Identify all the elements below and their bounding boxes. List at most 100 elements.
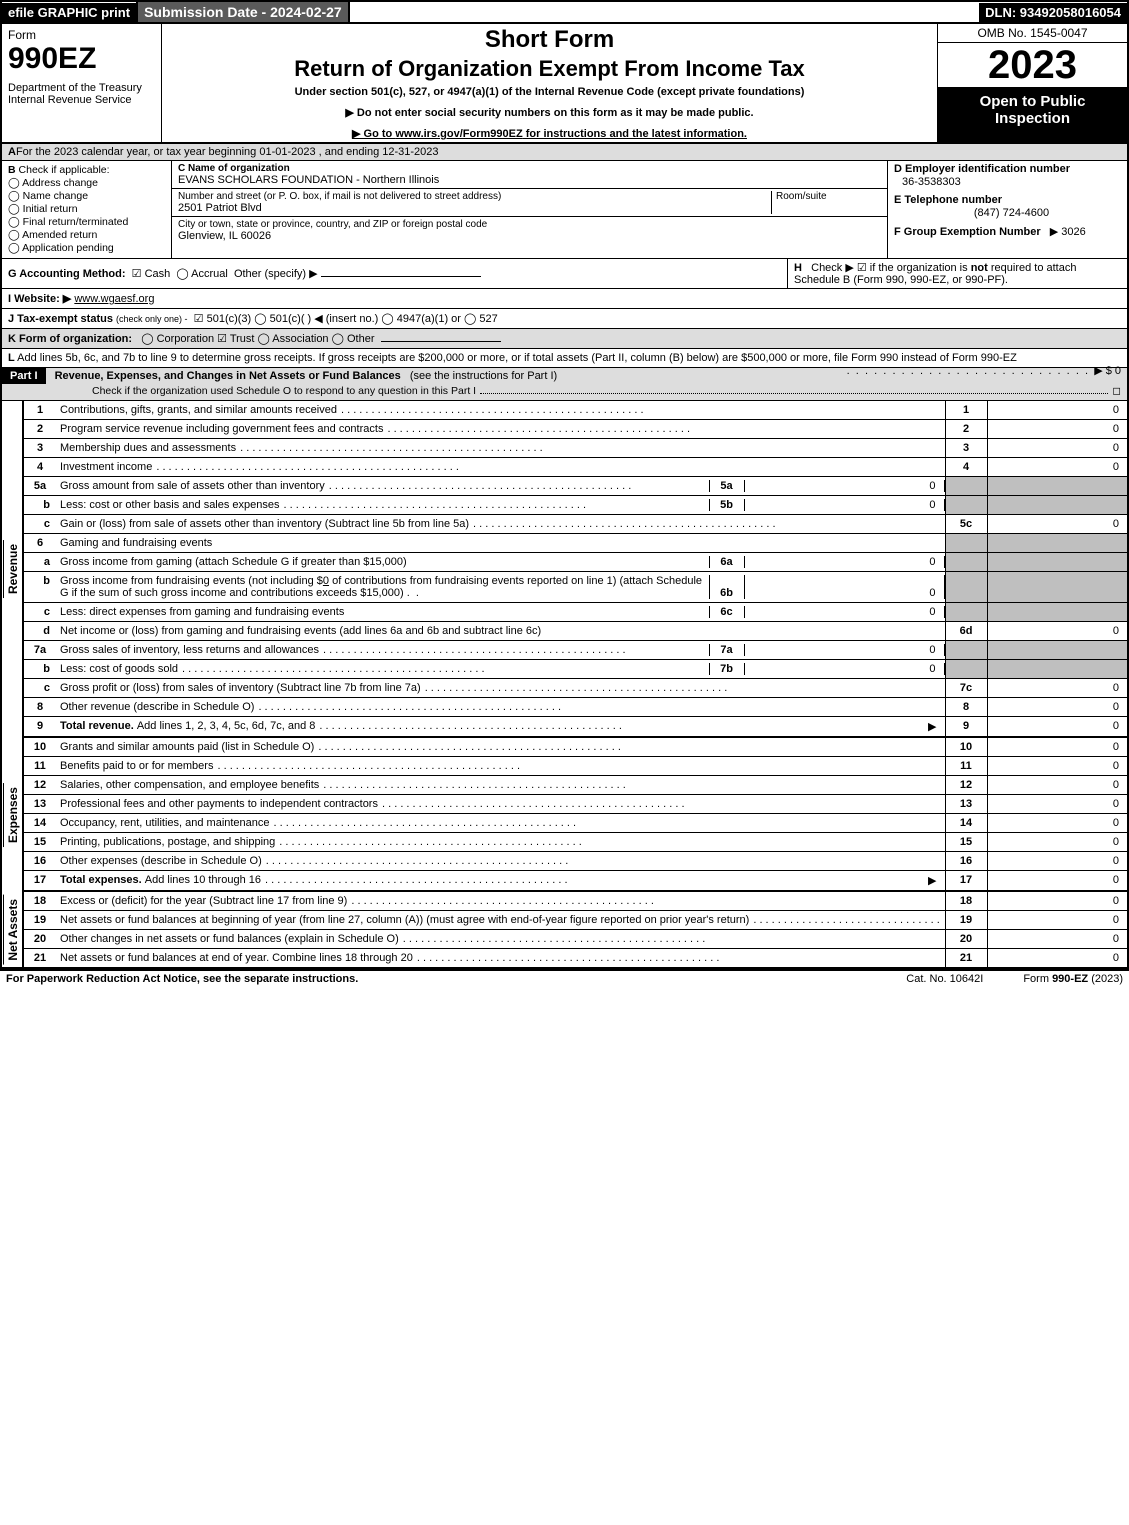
part-1-checkbox[interactable]: ◻ [1112,385,1121,397]
footer-form-pre: Form [1023,973,1052,985]
main-title: Return of Organization Exempt From Incom… [170,56,929,82]
line-3-num: 3 [24,439,56,458]
line-7a-rval [987,641,1127,660]
section-h: H Check ▶ ☑ if the organization is not r… [787,259,1127,288]
line-12-num: 12 [24,776,56,795]
chk-address-change-label: Address change [22,177,98,189]
line-6-num: 6 [24,534,56,553]
line-21: 21Net assets or fund balances at end of … [24,949,1127,968]
chk-name-change[interactable]: ◯ Name change [8,190,165,202]
line-13: 13Professional fees and other payments t… [24,795,1127,814]
line-2: 2Program service revenue including gover… [24,420,1127,439]
section-l: L Add lines 5b, 6c, and 7b to line 9 to … [0,349,1129,368]
irs-link[interactable]: www.irs.gov/Form990EZ [395,128,522,140]
section-a-text: For the 2023 calendar year, or tax year … [16,146,439,158]
line-2-val: 0 [987,420,1127,439]
page-footer: For Paperwork Reduction Act Notice, see … [0,969,1129,987]
g-cash[interactable]: Cash [145,268,171,280]
line-12-rnum: 12 [945,776,987,795]
line-7b-num: b [24,660,56,679]
department: Department of the Treasury Internal Reve… [8,82,155,106]
section-a: A For the 2023 calendar year, or tax yea… [0,144,1129,161]
g-other[interactable]: Other (specify) ▶ [234,268,318,280]
line-11-val: 0 [987,757,1127,776]
line-8: 8Other revenue (describe in Schedule O)8… [24,698,1127,717]
line-4: 4Investment income40 [24,458,1127,477]
header-left: Form 990EZ Department of the Treasury In… [2,24,162,142]
line-17-desc: Total expenses. [60,874,145,886]
line-6c-mn: 6c [709,606,745,618]
line-6c-mv: 0 [745,606,945,618]
line-19: 19Net assets or fund balances at beginni… [24,911,1127,930]
phone-label: E Telephone number [894,194,1002,206]
section-b: B Check if applicable: ◯ Address change … [2,161,172,258]
line-6d: dNet income or (loss) from gaming and fu… [24,622,1127,641]
line-6b: bGross income from fundraising events (n… [24,572,1127,603]
line-1: 1Contributions, gifts, grants, and simil… [24,401,1127,420]
line-7a-mn: 7a [709,644,745,656]
line-6a: aGross income from gaming (attach Schedu… [24,553,1127,572]
chk-application-pending[interactable]: ◯ Application pending [8,242,165,254]
line-9-desc: Total revenue. [60,720,137,732]
line-7a-mv: 0 [745,644,945,656]
line-14: 14Occupancy, rent, utilities, and mainte… [24,814,1127,833]
line-5a-rnum [945,477,987,496]
section-def: D Employer identification number 36-3538… [887,161,1127,258]
line-17-rnum: 17 [945,871,987,892]
expenses-section: Expenses 10Grants and similar amounts pa… [0,738,1129,892]
line-11-rnum: 11 [945,757,987,776]
line-7b-desc: Less: cost of goods sold [60,663,182,675]
ein-label: D Employer identification number [894,163,1070,175]
line-1-val: 0 [987,401,1127,420]
chk-name-change-label: Name change [23,190,88,202]
subtitle: Under section 501(c), 527, or 4947(a)(1)… [170,86,929,98]
efile-label[interactable]: efile GRAPHIC print [2,3,136,22]
line-20-rnum: 20 [945,930,987,949]
line-17-val: 0 [987,871,1127,892]
j-opts[interactable]: ☑ 501(c)(3) ◯ 501(c)( ) ◀ (insert no.) ◯… [194,313,498,325]
line-6b-mn: 6b [709,575,745,599]
room-suite-label: Room/suite [771,191,881,214]
line-13-val: 0 [987,795,1127,814]
website-link[interactable]: www.wgaesf.org [74,293,154,305]
line-21-num: 21 [24,949,56,968]
dln: DLN: 93492058016054 [979,3,1127,22]
line-18: 18Excess or (deficit) for the year (Subt… [24,892,1127,911]
line-3-rnum: 3 [945,439,987,458]
city-label: City or town, state or province, country… [178,219,881,230]
line-16: 16Other expenses (describe in Schedule O… [24,852,1127,871]
line-17-arrow: ▶ [924,874,940,887]
line-1-desc: Contributions, gifts, grants, and simila… [60,404,341,416]
chk-initial-return[interactable]: ◯ Initial return [8,203,165,215]
line-6a-mv: 0 [745,556,945,568]
header-right: OMB No. 1545-0047 2023 Open to Public In… [937,24,1127,142]
section-bcdef: B Check if applicable: ◯ Address change … [0,161,1129,259]
chk-final-return[interactable]: ◯ Final return/terminated [8,216,165,228]
line-19-rnum: 19 [945,911,987,930]
line-6c-rval [987,603,1127,622]
line-6c-desc: Less: direct expenses from gaming and fu… [60,606,709,618]
line-7b-mn: 7b [709,663,745,675]
link-pre: ▶ Go to [352,128,395,140]
line-10-num: 10 [24,738,56,757]
line-8-rnum: 8 [945,698,987,717]
line-6-rval [987,534,1127,553]
chk-amended-return[interactable]: ◯ Amended return [8,229,165,241]
line-14-num: 14 [24,814,56,833]
k-opts[interactable]: ◯ Corporation ☑ Trust ◯ Association ◯ Ot… [141,333,374,345]
line-6d-val: 0 [987,622,1127,641]
line-16-num: 16 [24,852,56,871]
h-text1: Check ▶ ☑ if the organization is [811,262,971,274]
chk-address-change[interactable]: ◯ Address change [8,177,165,189]
line-6b-num: b [24,572,56,603]
line-10-desc: Grants and similar amounts paid (list in… [60,741,318,753]
g-accrual[interactable]: Accrual [191,268,228,280]
footer-form: 990-EZ [1052,973,1088,985]
line-18-val: 0 [987,892,1127,911]
line-6c: cLess: direct expenses from gaming and f… [24,603,1127,622]
city-state-zip: Glenview, IL 60026 [178,230,881,242]
c-label: C Name of organization [178,163,290,174]
revenue-section: Revenue 1Contributions, gifts, grants, a… [0,401,1129,738]
line-20-desc: Other changes in net assets or fund bala… [60,933,403,945]
ein-value: 36-3538303 [902,176,1121,188]
